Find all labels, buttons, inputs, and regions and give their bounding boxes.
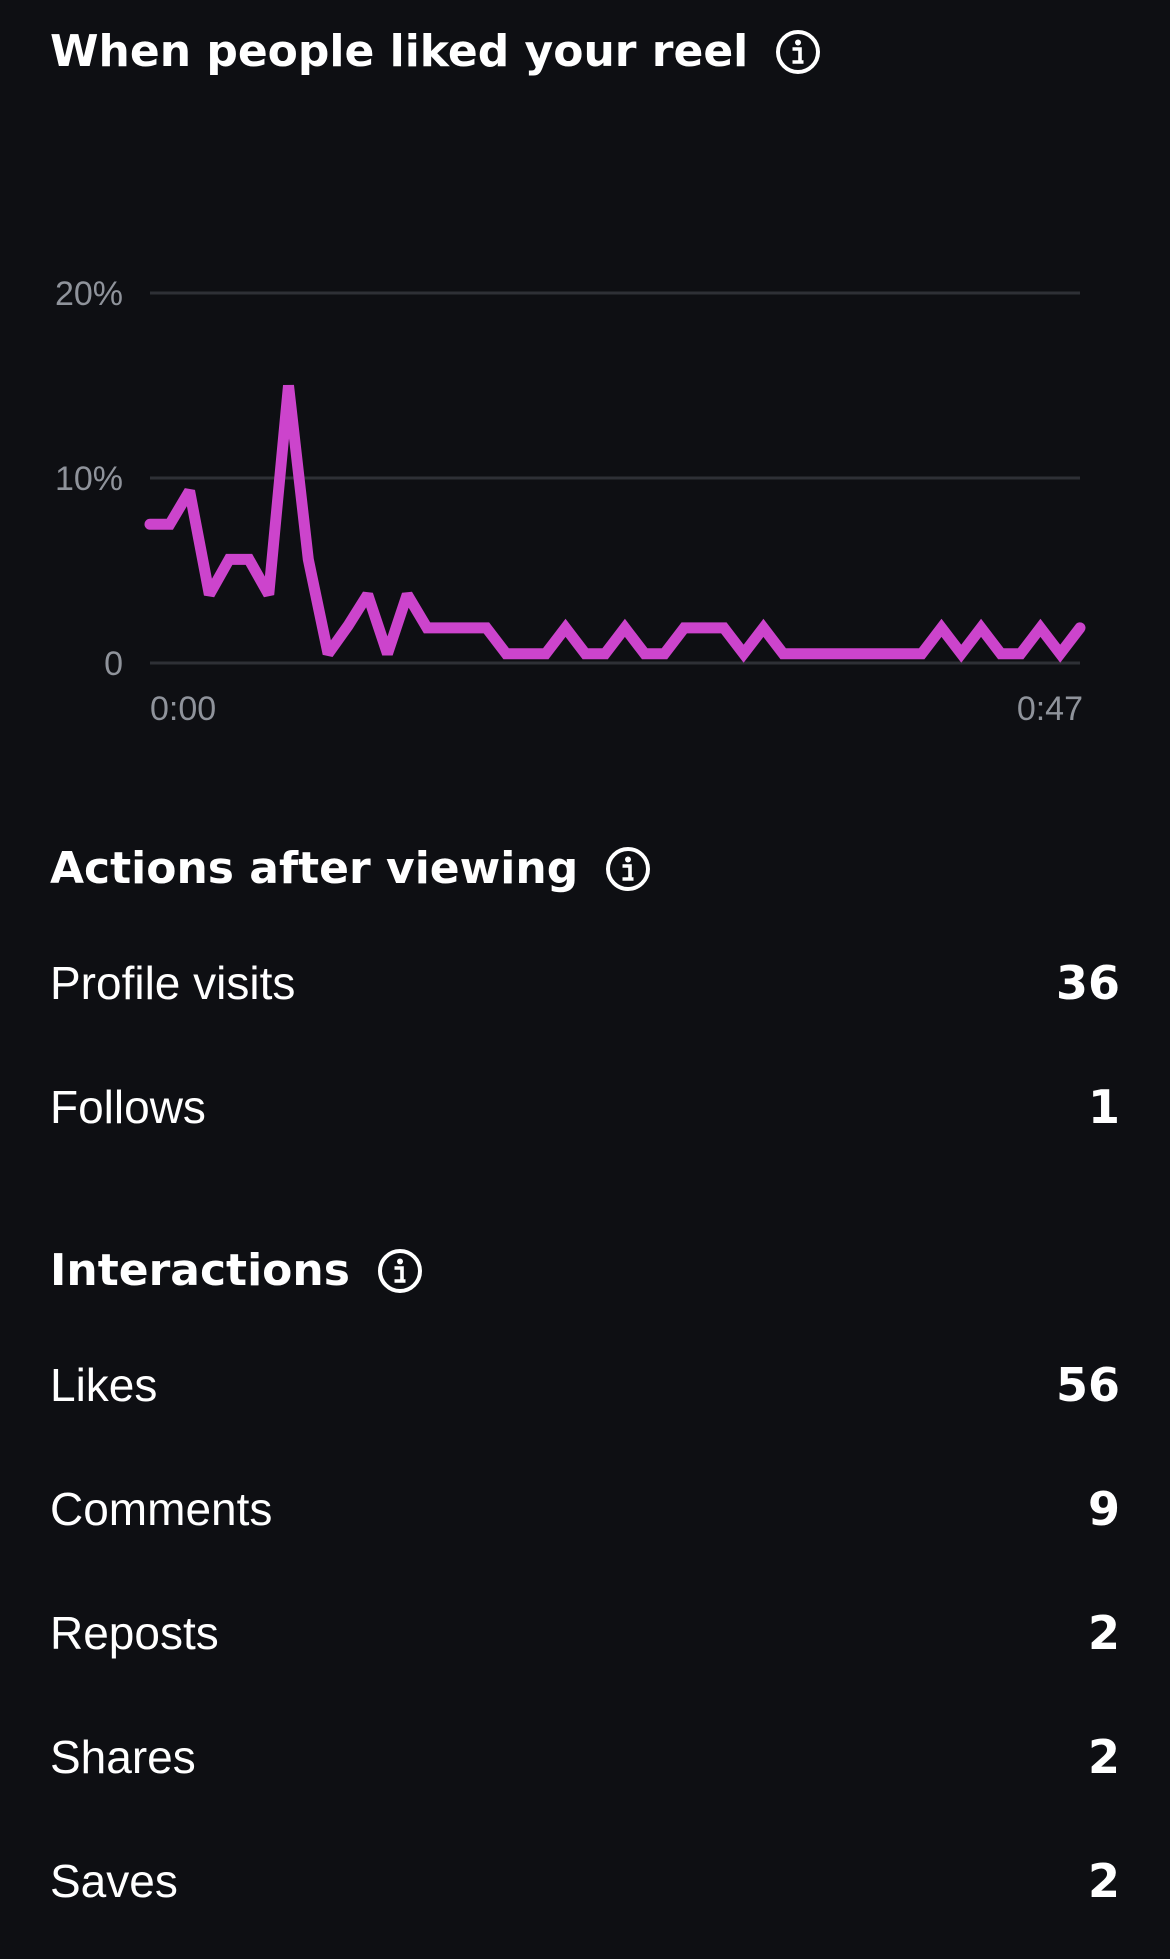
metric-row-shares: Shares 2: [50, 1727, 1120, 1787]
metric-label: Profile visits: [50, 957, 296, 1009]
actions-section-header: Actions after viewing: [50, 843, 652, 894]
metric-label: Shares: [50, 1731, 196, 1783]
metric-label: Follows: [50, 1081, 206, 1133]
metric-value: 56: [1055, 1358, 1120, 1412]
liked-section-title: When people liked your reel: [50, 26, 749, 77]
x-tick-label: 0:00: [150, 690, 216, 728]
metric-row-likes: Likes 56: [50, 1355, 1120, 1415]
metric-label: Reposts: [50, 1607, 219, 1659]
y-tick-label: 10%: [55, 460, 123, 498]
metric-row-follows: Follows 1: [50, 1077, 1120, 1137]
interactions-section-title: Interactions: [50, 1245, 350, 1296]
info-icon[interactable]: [376, 1247, 424, 1295]
y-tick-label: 0: [104, 645, 123, 683]
metric-value: 2: [1087, 1730, 1120, 1784]
x-tick-label: 0:47: [1017, 690, 1083, 728]
info-icon[interactable]: [604, 845, 652, 893]
interactions-section-header: Interactions: [50, 1245, 424, 1296]
likes-series-line: [144, 384, 1086, 663]
metric-label: Saves: [50, 1855, 178, 1907]
metric-value: 36: [1055, 956, 1120, 1010]
metric-label: Comments: [50, 1483, 273, 1535]
metric-value: 9: [1087, 1482, 1120, 1536]
info-icon[interactable]: [774, 28, 822, 76]
y-tick-label: 20%: [55, 275, 123, 313]
metric-row-saves: Saves 2: [50, 1851, 1120, 1911]
metric-row-comments: Comments 9: [50, 1479, 1120, 1539]
metric-value: 2: [1087, 1606, 1120, 1660]
actions-section-title: Actions after viewing: [50, 843, 579, 894]
liked-section-header: When people liked your reel: [50, 26, 822, 77]
metric-value: 2: [1087, 1854, 1120, 1908]
likes-over-time-chart: 20% 10% 0 0:00 0:47: [55, 275, 1086, 728]
metric-row-reposts: Reposts 2: [50, 1603, 1120, 1663]
metric-row-profile-visits: Profile visits 36: [50, 953, 1120, 1013]
metric-value: 1: [1087, 1080, 1120, 1134]
metric-label: Likes: [50, 1359, 158, 1411]
